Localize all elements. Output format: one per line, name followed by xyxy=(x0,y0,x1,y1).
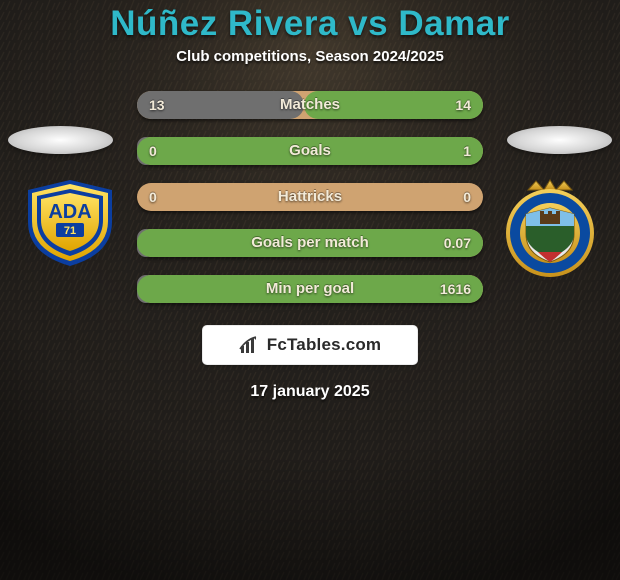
stats-container: Matches1314Goals01Hattricks00Goals per m… xyxy=(137,91,483,303)
stat-value-right: 1 xyxy=(463,137,471,165)
comparison-card: Núñez Rivera vs Damar Club competitions,… xyxy=(0,0,620,580)
svg-text:ADA: ADA xyxy=(48,201,91,223)
club-crest-left: ADA 71 xyxy=(20,172,120,272)
chart-icon xyxy=(239,335,261,355)
stat-label: Goals per match xyxy=(137,229,483,257)
stat-label: Goals xyxy=(137,137,483,165)
stat-value-right: 0 xyxy=(463,183,471,211)
stat-value-right: 14 xyxy=(455,91,471,119)
stat-row: Goals0 1 xyxy=(137,137,483,165)
stat-label: Hattricks xyxy=(137,183,483,211)
title-player-right: Damar xyxy=(398,4,509,43)
title-vs: vs xyxy=(338,4,398,43)
stat-row: Goals per match0.07 xyxy=(137,229,483,257)
subtitle: Club competitions, Season 2024/2025 xyxy=(176,48,444,65)
stat-row: Matches13 14 xyxy=(137,91,483,119)
page-title: Núñez Rivera vs Damar xyxy=(110,4,510,44)
brand-text: FcTables.com xyxy=(267,335,382,355)
stat-value-left: 0 xyxy=(149,183,157,211)
club-crest-right xyxy=(500,178,600,278)
stat-value-right: 1616 xyxy=(440,275,471,303)
oval-left xyxy=(8,126,113,154)
stat-value-right: 0.07 xyxy=(444,229,471,257)
svg-text:71: 71 xyxy=(64,225,76,237)
title-player-left: Núñez Rivera xyxy=(110,4,338,43)
stat-value-left: 0 xyxy=(149,137,157,165)
stat-label: Min per goal xyxy=(137,275,483,303)
oval-right xyxy=(507,126,612,154)
stat-row: Min per goal1616 xyxy=(137,275,483,303)
stat-row: Hattricks0 0 xyxy=(137,183,483,211)
stat-label: Matches xyxy=(137,91,483,119)
stat-value-left: 13 xyxy=(149,91,165,119)
brand-box: FcTables.com xyxy=(202,325,418,365)
date-text: 17 january 2025 xyxy=(250,383,369,401)
